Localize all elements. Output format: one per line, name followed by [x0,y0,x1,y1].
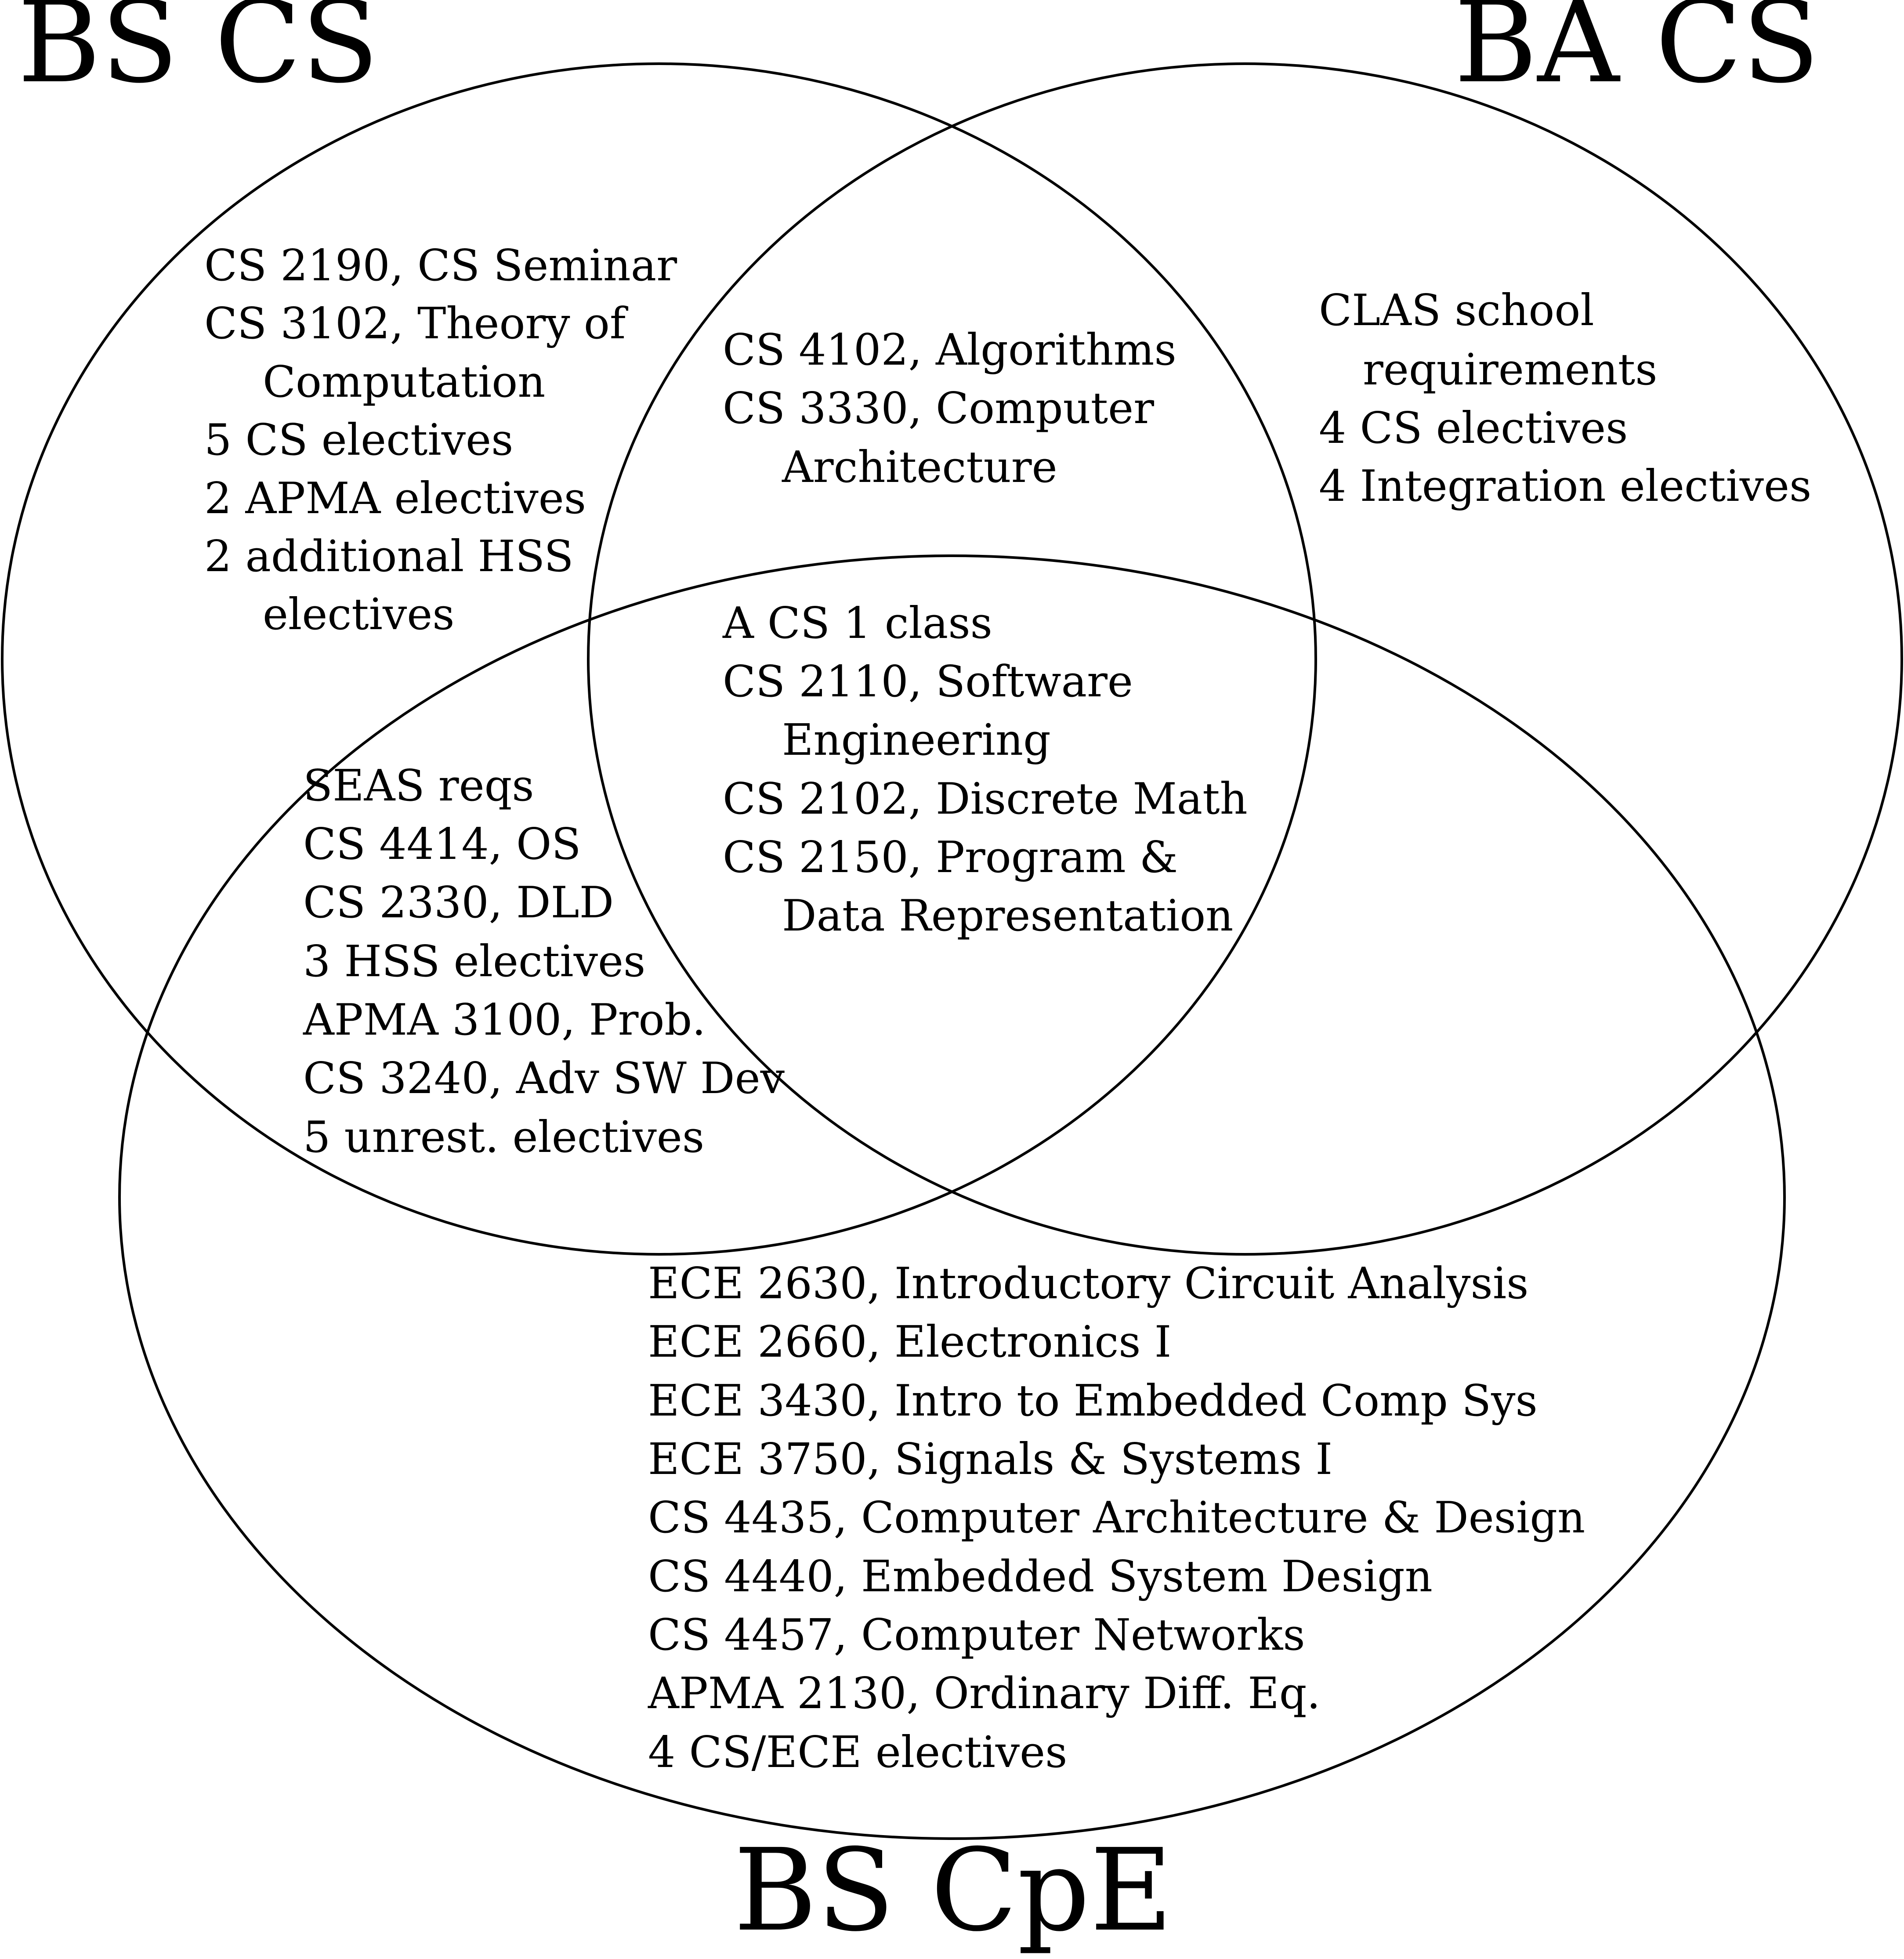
region-item: APMA 2130, Ordinary Diff. Eq. [648,1669,1321,1719]
region-item: ECE 3430, Intro to Embedded Comp Sys [648,1376,1538,1426]
region-item: Architecture [782,442,1057,492]
region-all-three: A CS 1 class CS 2110, Software Engineeri… [722,598,1248,941]
region-item: APMA 3100, Prob. [303,995,706,1045]
region-item: CS 4435, Computer Architecture & Design [648,1493,1585,1543]
region-item: CS 3330, Computer [723,384,1154,434]
region-item: ECE 3750, Signals & Systems I [648,1434,1332,1485]
region-item: electives [263,590,455,640]
region-item: CLAS school [1319,286,1594,336]
region-item: CS 4440, Embedded System Design [648,1552,1433,1602]
region-item: Engineering [782,715,1051,765]
bs-cpe-circle [118,554,1786,1840]
region-bs-cs-and-ba-cs: CS 4102, Algorithms CS 3330, Computer Ar… [723,325,1176,492]
region-item: CS 4102, Algorithms [723,325,1176,375]
region-item: CS 2190, CS Seminar [204,241,677,291]
region-item: 4 CS electives [1319,403,1628,453]
region-item: CS 3240, Adv SW Dev [303,1054,785,1104]
ba-cs-circle [587,62,1903,1256]
region-item: 4 CS/ECE electives [648,1727,1067,1778]
region-item: 5 CS electives [204,415,513,465]
region-item: requirements [1363,345,1658,395]
region-item: CS 4457, Computer Networks [648,1610,1305,1660]
region-item: ECE 2630, Introductory Circuit Analysis [648,1259,1528,1309]
region-item: 3 HSS electives [303,937,645,987]
region-item: SEAS reqs [303,761,534,811]
ba-cs-title: BA CS [1454,0,1820,108]
region-item: ECE 2660, Electronics I [648,1317,1171,1367]
region-item: Computation [263,357,545,407]
region-item: A CS 1 class [722,598,992,648]
bs-cs-circle [1,62,1317,1256]
region-bs-cs-only: CS 2190, CS Seminar CS 3102, Theory of C… [204,241,677,640]
region-item: Data Representation [782,891,1233,941]
bs-cs-title: BS CS [18,0,379,108]
region-item: CS 2150, Program & [723,833,1178,883]
region-item: 2 additional HSS [204,532,574,582]
region-item: CS 2110, Software [723,657,1133,707]
region-item: CS 4414, OS [303,819,581,869]
region-item: CS 2102, Discrete Math [723,774,1248,824]
region-item: 2 APMA electives [204,474,586,524]
region-ba-cs-only: CLAS school requirements 4 CS electives … [1319,286,1811,511]
region-item: 4 Integration electives [1319,461,1811,511]
region-bs-cpe-only: ECE 2630, Introductory Circuit Analysis … [648,1259,1585,1778]
region-item: CS 2330, DLD [303,878,614,928]
bs-cpe-title: BS CpE [734,1825,1173,1956]
region-item: CS 3102, Theory of [204,299,629,349]
region-item: 5 unrest. electives [303,1112,704,1162]
region-bs-cs-and-bs-cpe: SEAS reqs CS 4414, OS CS 2330, DLD 3 HSS… [303,761,785,1162]
